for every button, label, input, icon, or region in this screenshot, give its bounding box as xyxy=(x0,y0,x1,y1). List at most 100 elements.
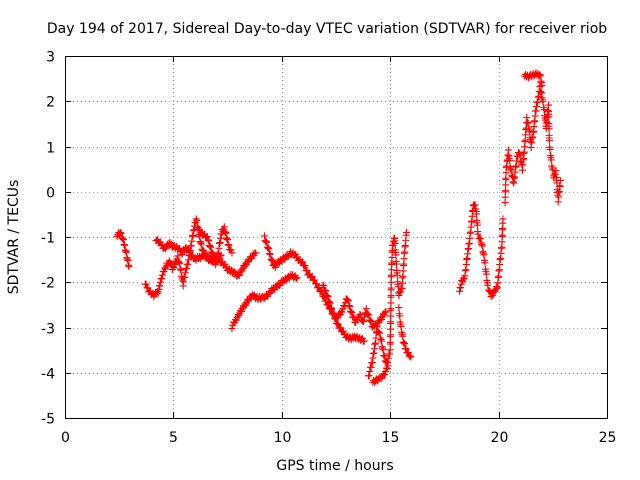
data-point xyxy=(391,239,399,247)
data-point xyxy=(523,114,531,122)
data-point xyxy=(384,362,392,370)
data-point xyxy=(263,243,271,251)
data-point xyxy=(386,350,394,358)
data-point xyxy=(292,275,300,283)
data-point xyxy=(400,339,408,347)
data-point xyxy=(175,258,183,266)
data-point xyxy=(344,297,352,305)
data-point xyxy=(260,232,268,240)
data-series xyxy=(521,69,546,89)
data-point xyxy=(312,280,320,288)
x-axis-label: GPS time / hours xyxy=(276,458,393,474)
data-series xyxy=(195,223,236,269)
y-tick-label: 2 xyxy=(46,95,55,111)
data-point xyxy=(327,304,335,312)
data-point xyxy=(207,243,215,251)
data-point xyxy=(546,145,554,153)
data-point xyxy=(473,221,481,229)
data-point xyxy=(166,259,174,267)
marks-layer xyxy=(113,69,564,386)
data-point xyxy=(471,201,479,209)
data-point xyxy=(552,167,560,175)
data-point xyxy=(392,260,400,268)
x-tick-label: 5 xyxy=(169,430,178,446)
data-point xyxy=(159,271,167,279)
data-point xyxy=(234,270,242,278)
data-point xyxy=(365,372,373,380)
data-point xyxy=(399,332,407,340)
data-point xyxy=(376,329,384,337)
data-series xyxy=(395,304,415,361)
data-point xyxy=(237,266,245,274)
data-point xyxy=(547,156,555,164)
y-tick-label: 1 xyxy=(46,141,55,157)
data-point xyxy=(184,260,192,268)
data-point xyxy=(205,242,213,250)
data-point xyxy=(396,312,404,320)
data-point xyxy=(325,298,333,306)
data-point xyxy=(399,338,407,346)
y-tick-label: 0 xyxy=(46,186,55,202)
data-point xyxy=(266,250,274,258)
data-series xyxy=(501,83,564,207)
data-point xyxy=(170,263,178,271)
data-point xyxy=(396,288,404,296)
data-point xyxy=(308,272,316,280)
data-point xyxy=(325,297,333,305)
data-point xyxy=(504,146,512,154)
data-point xyxy=(401,340,409,348)
x-tick-label: 20 xyxy=(491,430,509,446)
data-point xyxy=(549,166,557,174)
data-point xyxy=(208,249,216,257)
data-point xyxy=(185,245,193,253)
plot-frame xyxy=(65,56,608,419)
data-point xyxy=(156,238,164,246)
data-point xyxy=(364,310,372,318)
data-point xyxy=(334,320,342,328)
data-point xyxy=(394,283,402,291)
data-point xyxy=(484,281,492,289)
data-point xyxy=(117,229,125,237)
data-point xyxy=(395,304,403,312)
data-point xyxy=(221,260,229,268)
data-point xyxy=(176,260,184,268)
data-point xyxy=(345,302,353,310)
data-series xyxy=(113,228,133,270)
data-point xyxy=(261,237,269,245)
data-point xyxy=(524,118,532,126)
data-point xyxy=(540,106,548,114)
data-point xyxy=(156,278,164,286)
data-point xyxy=(264,244,272,252)
data-point xyxy=(197,240,205,248)
data-point xyxy=(527,138,535,146)
data-point xyxy=(206,242,214,250)
data-point xyxy=(116,228,124,236)
data-point xyxy=(538,81,546,89)
data-point xyxy=(374,328,382,336)
data-point xyxy=(158,275,166,283)
data-point xyxy=(393,271,401,279)
data-point xyxy=(402,228,410,236)
data-point xyxy=(225,241,233,249)
data-point xyxy=(207,248,215,256)
x-tick-label: 15 xyxy=(382,430,400,446)
data-point xyxy=(328,305,336,313)
data-series xyxy=(365,228,410,380)
y-axis-label: SDTVAR / TECUs xyxy=(6,180,22,295)
data-point xyxy=(382,308,390,316)
data-point xyxy=(324,293,332,301)
data-point xyxy=(506,156,514,164)
data-point xyxy=(205,237,213,245)
data-point xyxy=(383,365,391,373)
data-point xyxy=(366,367,374,375)
data-point xyxy=(263,238,271,246)
y-tick-label: 3 xyxy=(46,50,55,66)
data-point xyxy=(356,310,364,318)
data-point xyxy=(507,165,515,173)
data-point xyxy=(142,280,150,288)
data-point xyxy=(481,259,489,267)
data-point xyxy=(175,244,183,252)
data-point xyxy=(551,170,559,178)
data-point xyxy=(499,215,507,223)
